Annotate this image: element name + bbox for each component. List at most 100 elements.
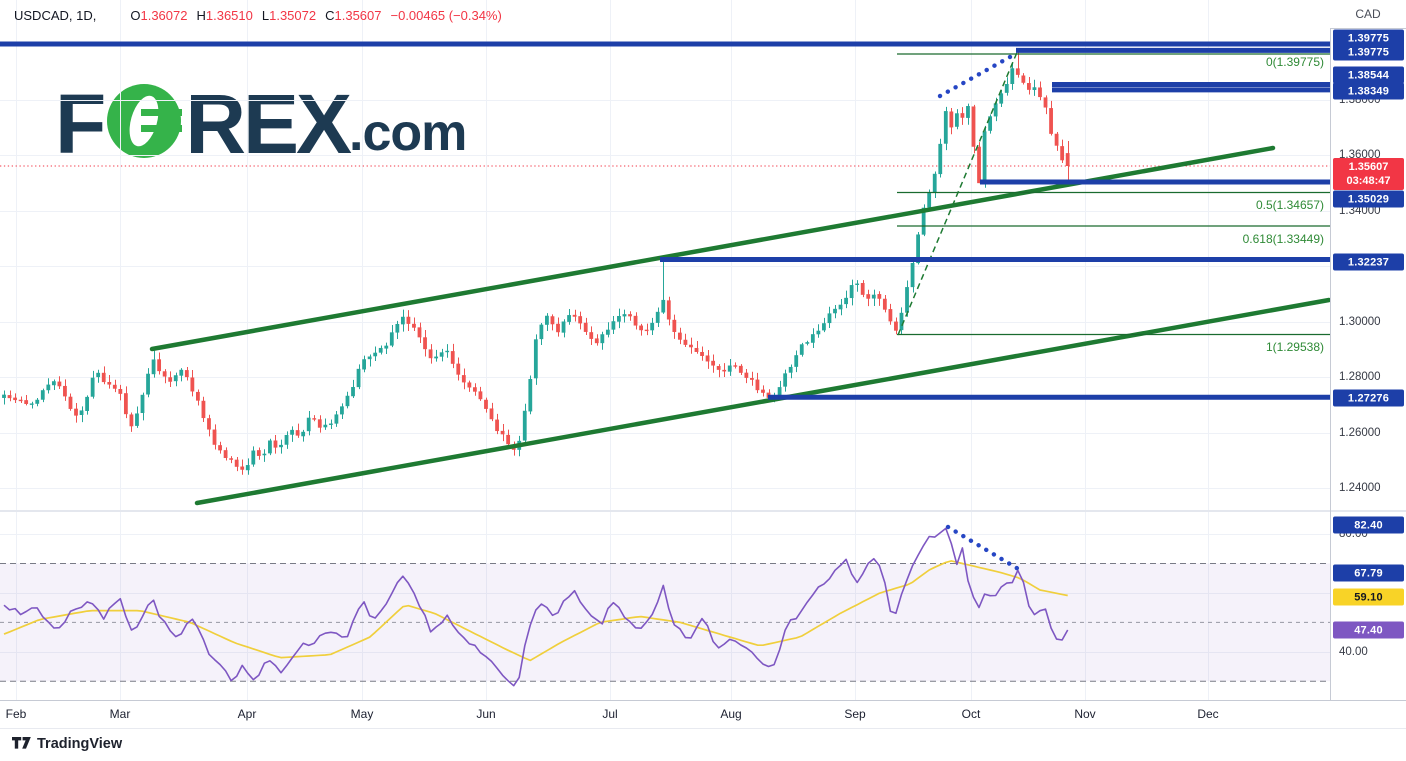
candle-body [628,314,632,317]
gridlines [0,0,1330,700]
candle-body [522,410,527,441]
candle-body [550,316,555,325]
candle-body [295,430,300,436]
candle-body [212,429,217,445]
candle-body [783,373,788,387]
candle-body [279,444,283,448]
candle-body [373,352,378,357]
candle-body [966,106,970,118]
candle-body [949,111,954,128]
candle-body [761,389,765,393]
candle-body [600,334,605,344]
tradingview-attribution[interactable]: TradingView [12,736,122,752]
candle-body [478,391,483,400]
candle-body [988,116,993,131]
candle-body [46,384,51,391]
candle-body [378,347,383,353]
candle-body [356,368,361,388]
price-level-badge: 1.39775 [1333,29,1404,47]
time-axis[interactable]: Feb Mar Apr May Jun Jul Aug Sep Oct Nov Dec [0,700,1406,729]
candle-body [882,298,887,310]
fib-label: 1(1.29538) [1265,340,1324,354]
candle-body [2,394,6,398]
candle-body [583,322,588,332]
candle-body [810,334,815,343]
price-level-badge: 1.38544 [1333,66,1404,84]
candle-body [140,394,145,414]
candle-body [68,396,73,409]
candle-body [677,332,682,340]
month-label: Apr [237,707,257,721]
symbol-title[interactable]: USDCAD, 1D, [14,8,97,23]
candle-body [633,315,638,326]
price-tick: 1.28000 [1339,371,1381,384]
candle-body [805,342,810,344]
price-axis[interactable]: 1.380001.360001.340001.320001.300001.280… [1330,0,1406,727]
channel-trendline [194,297,1330,506]
candle-body [750,378,754,380]
candle-body [184,370,189,378]
candle-body [899,312,904,331]
candle-body [135,413,139,426]
candle-body [938,143,943,175]
candle-body [229,458,234,460]
chart-canvas[interactable] [0,0,1330,727]
fib-label: 0.5(1.34657) [1255,198,1324,212]
candle-body [716,366,721,370]
candle-body [556,323,560,333]
month-label: Dec [1197,707,1219,721]
month-label: Jul [602,707,618,721]
candle-body [545,315,549,325]
price-level-badge: 1.39775 [1333,43,1404,61]
dotted-trendline-price [937,54,1013,99]
candle-body [727,365,732,372]
candle-body [123,393,128,415]
candle-body [567,315,571,322]
ohlc-values: O1.36072 H1.36510 L1.35072 C1.35607 [130,8,390,23]
candle-body [533,339,538,379]
candle-body [151,359,156,375]
candle-body [666,300,671,320]
rsi-line [3,527,1069,687]
candle-body [101,372,106,383]
channel-trendline [149,145,1276,352]
candle-body [168,377,173,382]
rsi-tick: 40.00 [1339,645,1368,658]
candle-body [51,381,56,386]
candle-body [561,321,566,333]
candle-body [439,352,444,357]
dotted-trendline-rsi [945,524,1023,573]
candle-body [1027,83,1031,90]
candle-body [594,338,599,344]
candle-body [1065,153,1070,167]
candle-body [1004,83,1009,93]
candle-body [500,430,505,435]
candle-body [312,418,317,420]
candle-body [395,323,400,333]
candle-body [118,388,123,394]
candle-body [284,434,289,445]
candle-body [423,337,427,350]
candle-body [434,356,439,359]
candle-body [351,387,355,397]
candle-body [461,375,466,383]
price-level-badge: 1.38349 [1333,82,1404,100]
month-label: Oct [961,707,981,721]
candle-body [245,465,250,471]
candle-body [157,359,162,372]
pane-separator[interactable] [0,510,1406,512]
candle-body [251,450,256,465]
candle-body [1054,133,1059,146]
fib-label: 0.618(1.33449) [1242,232,1324,246]
candle-body [977,146,981,184]
candle-body [1010,68,1015,84]
candle-body [744,372,749,378]
candle-body [871,294,876,299]
candle-body [1049,108,1053,134]
candle-body [317,419,322,428]
tradingview-logo-icon [12,737,31,749]
candle-body [362,359,366,370]
candle-body [301,431,306,437]
candle-body [705,355,710,362]
